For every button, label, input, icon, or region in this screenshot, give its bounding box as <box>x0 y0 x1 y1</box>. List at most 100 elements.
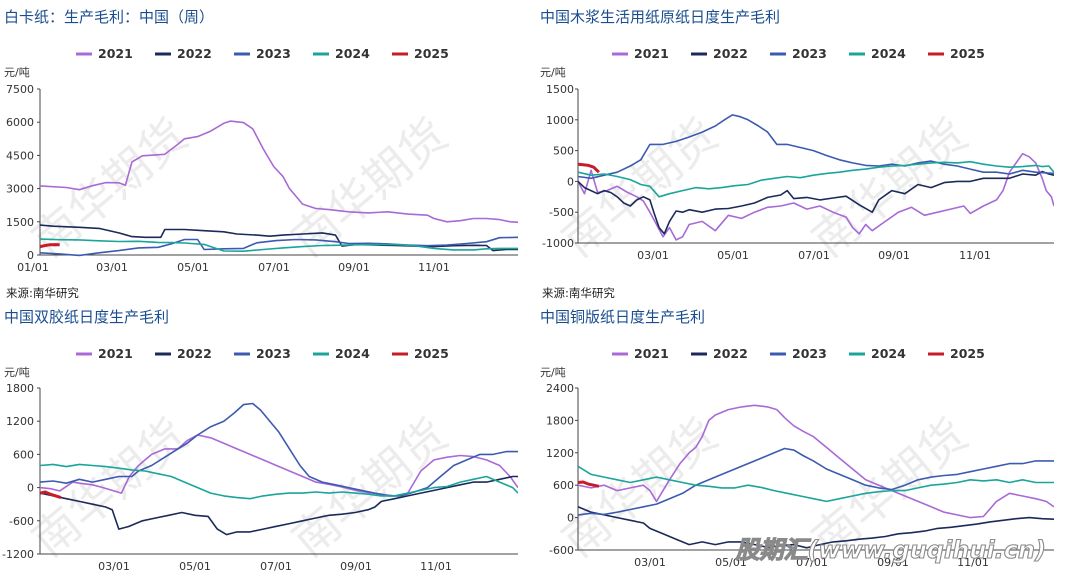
y-tick-label: 1000 <box>546 114 574 127</box>
legend-label-2022: 2022 <box>713 46 748 61</box>
series-line-2021 <box>40 434 518 497</box>
chart-title: 白卡纸：生产毛利：中国（周） <box>4 8 214 26</box>
legend-label-2025: 2025 <box>414 346 449 361</box>
series-line-2025 <box>40 243 60 249</box>
x-tick-label: 09/01 <box>877 556 909 569</box>
series-line-2025 <box>578 162 600 174</box>
legend-label-2023: 2023 <box>256 46 291 61</box>
y-tick-label: 0 <box>567 175 574 188</box>
y-tick-label: 7500 <box>6 83 34 96</box>
chart-title: 中国双胶纸日度生产毛利 <box>4 308 169 326</box>
legend-label-2021: 2021 <box>98 46 133 61</box>
legend-label-2021: 2021 <box>98 346 133 361</box>
x-tick-label: 03/01 <box>637 249 669 262</box>
chart-panel-1: 白卡纸：生产毛利：中国（周） 2021 2022 2023 2024 2025 元/吨 0 15… <box>4 8 518 300</box>
series-line-2021 <box>578 152 1054 241</box>
legend-label-2024: 2024 <box>871 346 906 361</box>
chart-panel-4: 中国铜版纸日度生产毛利 2021 2022 2023 2024 2025 元/吨 -600 0 6… <box>540 308 1054 569</box>
series-line-2024 <box>40 238 518 252</box>
x-tick-label: 07/01 <box>796 556 828 569</box>
series-line-2022 <box>578 506 1054 549</box>
legend-label-2021: 2021 <box>634 346 669 361</box>
x-tick-label: 05/01 <box>717 249 749 262</box>
y-tick-label: -500 <box>549 206 574 219</box>
y-unit-label: 元/吨 <box>540 366 566 379</box>
y-tick-label: 3000 <box>6 183 34 196</box>
chart-panel-2: 中国木浆生活用纸原纸日度生产毛利 2021 2022 2023 2024 2025 元/吨 -… <box>540 8 1054 300</box>
x-tick-label: 03/01 <box>634 556 666 569</box>
y-tick-label: -1000 <box>542 237 574 250</box>
legend-label-2025: 2025 <box>950 46 985 61</box>
series-line-2023 <box>578 447 1054 516</box>
legend-label-2024: 2024 <box>335 46 370 61</box>
series-line-2022 <box>40 475 518 536</box>
y-tick-label: 1200 <box>6 415 34 428</box>
series-line-2022 <box>40 224 518 252</box>
legend-label-2022: 2022 <box>177 46 212 61</box>
series-line-2024 <box>40 463 518 500</box>
series-line-2023 <box>40 236 518 257</box>
y-tick-label: 1200 <box>546 447 574 460</box>
y-tick-label: 2400 <box>546 382 574 395</box>
y-unit-label: 元/吨 <box>4 366 30 379</box>
y-tick-label: 0 <box>567 512 574 525</box>
legend-label-2022: 2022 <box>177 346 212 361</box>
series-line-2024 <box>578 465 1054 503</box>
legend-label-2023: 2023 <box>256 346 291 361</box>
legend-label-2023: 2023 <box>792 346 827 361</box>
y-tick-label: 1800 <box>6 382 34 395</box>
chart-title: 中国木浆生活用纸原纸日度生产毛利 <box>540 8 780 26</box>
x-tick-label: 11/01 <box>957 556 989 569</box>
y-tick-label: 1800 <box>546 414 574 427</box>
y-tick-label: -600 <box>549 544 574 557</box>
x-tick-label: 05/01 <box>715 556 747 569</box>
source-note: 来源:南华研究 <box>542 286 615 300</box>
legend-label-2025: 2025 <box>414 46 449 61</box>
site-watermark: 股期汇(www.guqihui.cn) <box>734 536 1046 564</box>
x-tick-label: 03/01 <box>96 261 128 274</box>
y-tick-label: -600 <box>9 515 34 528</box>
legend-label-2024: 2024 <box>871 46 906 61</box>
chart-panel-3: 中国双胶纸日度生产毛利 2021 2022 2023 2024 2025 元/吨 -1200 -… <box>2 308 518 573</box>
x-tick-label: 11/01 <box>420 560 452 573</box>
source-note: 来源:南华研究 <box>6 286 79 300</box>
x-tick-label: 05/01 <box>179 560 211 573</box>
x-tick-label: 07/01 <box>798 249 830 262</box>
y-tick-label: 1500 <box>546 83 574 96</box>
y-tick-label: 0 <box>27 249 34 262</box>
x-tick-label: 09/01 <box>878 249 910 262</box>
x-tick-label: 01/01 <box>17 261 49 274</box>
legend-label-2024: 2024 <box>335 346 370 361</box>
y-tick-label: 1500 <box>6 216 34 229</box>
series-line-2023 <box>40 402 518 497</box>
y-tick-label: 600 <box>13 448 34 461</box>
y-tick-label: 0 <box>27 482 34 495</box>
series-line-2021 <box>578 404 1054 519</box>
series-line-2025 <box>40 490 62 500</box>
y-tick-label: 4500 <box>6 149 34 162</box>
x-tick-label: 09/01 <box>338 261 370 274</box>
legend-label-2023: 2023 <box>792 46 827 61</box>
series-line-2022 <box>578 170 1054 235</box>
x-tick-label: 07/01 <box>258 261 290 274</box>
legend-label-2021: 2021 <box>634 46 669 61</box>
y-unit-label: 元/吨 <box>540 66 566 79</box>
series-line-2025 <box>578 480 600 488</box>
x-tick-label: 11/01 <box>418 261 450 274</box>
x-tick-label: 11/01 <box>959 249 991 262</box>
y-tick-label: -1200 <box>2 548 34 561</box>
y-tick-label: 6000 <box>6 116 34 129</box>
x-tick-label: 07/01 <box>260 560 292 573</box>
x-tick-label: 05/01 <box>177 261 209 274</box>
x-tick-label: 09/01 <box>340 560 372 573</box>
legend-label-2022: 2022 <box>713 346 748 361</box>
y-tick-label: 500 <box>553 145 574 158</box>
series-line-2023 <box>578 114 1054 180</box>
y-tick-label: 600 <box>553 479 574 492</box>
x-tick-label: 03/01 <box>98 560 130 573</box>
watermark-text: 南华期货 <box>802 108 978 268</box>
legend-label-2025: 2025 <box>950 346 985 361</box>
series-line-2024 <box>578 160 1054 198</box>
chart-title: 中国铜版纸日度生产毛利 <box>540 308 705 326</box>
